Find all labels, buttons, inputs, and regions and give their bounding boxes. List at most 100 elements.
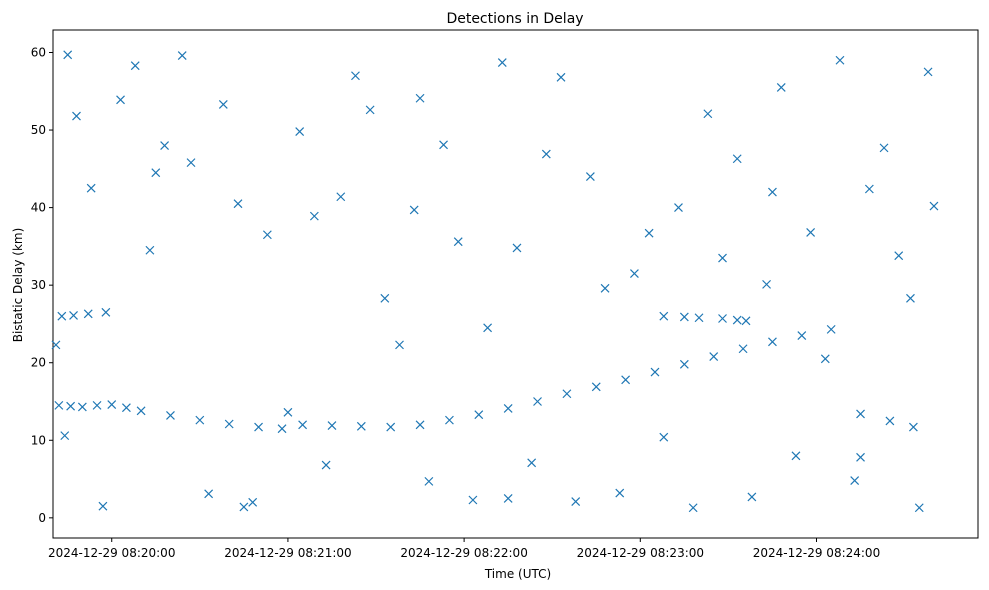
detection-point	[409, 205, 419, 215]
detection-point	[57, 311, 67, 321]
detection-point	[923, 67, 933, 77]
detection-point	[60, 431, 70, 441]
y-tick-label: 30	[31, 278, 46, 292]
detection-point	[380, 293, 390, 303]
detection-point	[512, 243, 522, 253]
detection-point	[69, 310, 78, 320]
detection-point	[688, 503, 698, 513]
detection-point	[703, 109, 713, 119]
detection-point	[321, 460, 331, 470]
detection-point	[336, 192, 346, 202]
detection-point	[415, 420, 425, 430]
detection-point	[160, 141, 170, 150]
detection-point	[98, 501, 108, 511]
detection-point	[395, 340, 404, 350]
detection-point	[679, 312, 689, 322]
detection-point	[72, 111, 81, 121]
detection-point	[218, 100, 228, 109]
detection-point	[806, 227, 816, 237]
y-tick-label: 0	[38, 511, 46, 525]
detection-point	[776, 82, 786, 92]
x-tick-label: 2024-12-29 08:24:00	[753, 546, 880, 560]
x-axis-label: Time (UTC)	[484, 567, 551, 581]
detection-point	[483, 323, 493, 333]
detection-point	[856, 452, 865, 462]
detection-point	[826, 324, 836, 334]
detection-point	[83, 309, 93, 319]
detection-point	[768, 187, 777, 197]
detection-point	[914, 503, 924, 513]
y-axis-ticks: 0 10 20 30 40 50 60	[31, 45, 53, 525]
detection-point	[116, 95, 125, 105]
detection-point	[850, 476, 860, 486]
detection-point	[92, 400, 102, 410]
detection-point	[762, 279, 771, 289]
detection-point	[468, 495, 478, 505]
detection-point	[224, 419, 234, 429]
detection-point	[718, 314, 727, 323]
detection-point	[424, 476, 434, 486]
detection-point	[295, 127, 305, 137]
detection-point	[885, 416, 895, 426]
detection-point	[204, 489, 214, 499]
detection-point	[453, 237, 463, 247]
detection-point	[503, 404, 513, 413]
detection-point	[151, 168, 161, 178]
detection-point	[600, 283, 610, 293]
detection-point	[177, 51, 187, 61]
detection-point	[591, 382, 601, 392]
detection-point	[585, 172, 595, 182]
detection-point	[615, 488, 625, 498]
detection-point	[107, 400, 117, 410]
detection-point	[497, 58, 507, 67]
detection-point	[233, 199, 243, 209]
detection-point	[415, 93, 425, 103]
x-axis-ticks: 2024-12-29 08:20:00 2024-12-29 08:21:00 20…	[48, 538, 880, 560]
data-marks	[51, 50, 939, 513]
detection-point	[732, 154, 742, 164]
detection-point	[186, 158, 196, 168]
detection-point	[718, 253, 727, 263]
detection-point	[659, 432, 669, 442]
detection-point	[166, 411, 175, 420]
detection-point	[474, 410, 484, 420]
detection-point	[351, 71, 360, 81]
detection-point	[864, 184, 874, 194]
detection-point	[527, 458, 537, 468]
detection-point	[709, 352, 719, 361]
y-tick-label: 40	[31, 201, 46, 215]
detection-point	[835, 55, 845, 65]
detection-point	[262, 230, 272, 240]
detection-point	[195, 415, 205, 425]
y-tick-label: 60	[31, 45, 46, 59]
detection-point	[533, 397, 542, 406]
detection-point	[77, 402, 87, 412]
detection-point	[145, 245, 155, 255]
detection-point	[894, 251, 904, 261]
detection-point	[906, 293, 915, 303]
y-axis-label: Bistatic Delay (km)	[11, 228, 25, 343]
detection-point	[556, 72, 566, 82]
detection-point	[856, 409, 865, 419]
detection-point	[54, 400, 64, 410]
detection-point	[797, 331, 807, 341]
detection-point	[365, 105, 375, 115]
x-tick-label: 2024-12-29 08:20:00	[48, 546, 175, 560]
x-tick-label: 2024-12-29 08:21:00	[224, 546, 351, 560]
detection-point	[66, 401, 76, 411]
detection-point	[503, 494, 513, 503]
detection-point	[445, 415, 454, 425]
detection-point	[732, 315, 742, 325]
detection-point	[659, 311, 669, 321]
detection-point	[621, 375, 631, 385]
detection-point	[541, 149, 551, 159]
detection-point	[562, 389, 572, 399]
detection-point	[101, 307, 111, 317]
y-tick-label: 20	[31, 356, 46, 370]
detection-point	[644, 228, 654, 238]
detection-point	[130, 61, 140, 71]
detection-point	[239, 502, 249, 512]
detection-point	[679, 359, 689, 369]
detection-point	[51, 340, 61, 350]
